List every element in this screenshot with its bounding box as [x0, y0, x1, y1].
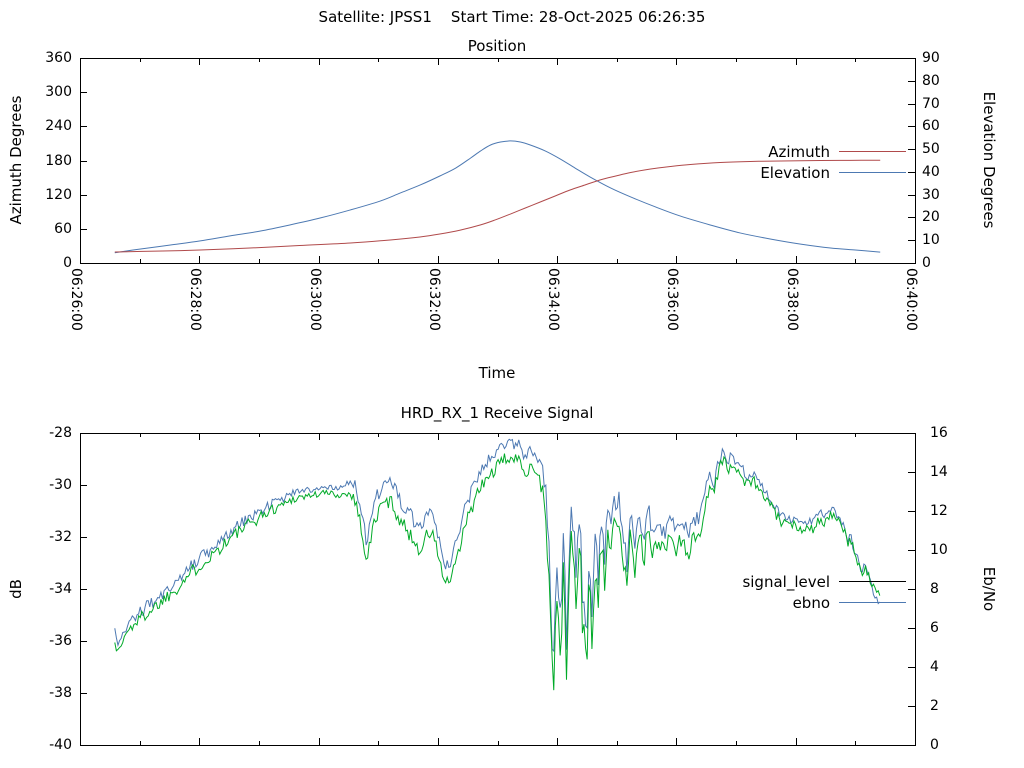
- chart1-y2-tick-label: 80: [922, 72, 940, 89]
- chart2-ticks: [80, 433, 916, 746]
- chart1-x-tick-label: 06:38:00: [783, 268, 800, 331]
- chart1-x-tick-label: 06:34:00: [545, 268, 562, 331]
- chart1-y2-axis-label: Elevation Degrees: [980, 91, 998, 229]
- chart2-y2-tick-label: 0: [930, 737, 939, 753]
- chart1-x-tick-label: 06:36:00: [664, 268, 681, 331]
- chart1-x-tick-label: 06:40:00: [903, 268, 919, 331]
- chart1-x-tick-label: 06:30:00: [306, 268, 323, 331]
- chart2-y1-axis-label: dB: [7, 579, 25, 599]
- chart1-y1-tick-label: 180: [45, 152, 72, 169]
- chart2-y1-tick-label: -38: [49, 685, 72, 701]
- chart1-y2-tick-label: 90: [922, 50, 940, 66]
- chart1-y2-tick-label: 10: [922, 232, 940, 249]
- chart1-y1-tick-label: 120: [45, 186, 72, 203]
- chart2-y2-tick-label: 4: [930, 659, 939, 675]
- chart1-y2-tick-label: 50: [922, 141, 940, 158]
- chart1-y1-axis-label: Azimuth Degrees: [7, 95, 25, 225]
- chart1-title: Position: [467, 37, 527, 55]
- chart2-y1-tick-label: -28: [49, 425, 72, 441]
- chart2-y1-tick-label: -36: [49, 633, 72, 649]
- series-azimuth-line: [114, 159, 881, 253]
- chart1-y2-tick-label: 60: [922, 118, 940, 135]
- chart1-y2-tick-label: 30: [922, 186, 940, 203]
- chart1-y1-tick-label: 0: [63, 255, 72, 271]
- chart2-y2-tick-label: 12: [930, 503, 948, 519]
- legend-azimuth-label: Azimuth: [768, 143, 830, 161]
- chart2-y2-tick-label: 2: [930, 698, 939, 714]
- legend-elevation-label: Elevation: [760, 164, 830, 182]
- chart1-x-tick-label: 06:26:00: [68, 268, 84, 331]
- chart2-y1-tick-label: -32: [49, 529, 72, 545]
- legend-ebno-label: ebno: [792, 594, 830, 612]
- chart1-y2-tick-label: 20: [922, 209, 940, 226]
- chart2-y2-tick-label: 14: [930, 464, 948, 480]
- main-title: Satellite: JPSS1 Start Time: 28-Oct-2025…: [318, 8, 706, 26]
- chart1-x-axis-label: Time: [478, 364, 516, 382]
- chart2-y2-tick-label: 10: [930, 542, 948, 558]
- chart1-y1-tick-label: 300: [45, 84, 72, 101]
- legend-signal-level-label: signal_level: [742, 573, 830, 591]
- series-ebno-line: [114, 438, 881, 653]
- chart1-ticks: [80, 58, 916, 264]
- chart2-y2-axis-label: Eb/No: [980, 566, 998, 612]
- chart2-y2-tick-label: 6: [930, 620, 939, 636]
- series-signal_level-line: [114, 453, 881, 691]
- chart1-x-tick-label: 06:32:00: [425, 268, 442, 331]
- chart2-y1-tick-label: -40: [49, 737, 72, 753]
- series-elevation-line: [114, 140, 881, 254]
- chart2-y1-tick-label: -34: [49, 581, 72, 597]
- chart2-y1-tick-label: -30: [49, 477, 72, 493]
- chart1-y2-tick-label: 70: [922, 95, 940, 112]
- chart2-title: HRD_RX_1 Receive Signal: [400, 404, 594, 422]
- chart1-x-tick-label: 06:28:00: [187, 268, 204, 331]
- chart1-y1-tick-label: 240: [45, 118, 72, 135]
- chart1-y2-tick-label: 0: [922, 255, 931, 271]
- chart2-y2-tick-label: 8: [930, 581, 939, 597]
- chart2-y2-tick-label: 16: [930, 425, 948, 441]
- chart1-y2-tick-label: 40: [922, 163, 940, 180]
- chart1-y1-tick-label: 60: [54, 220, 72, 237]
- chart1-y1-tick-label: 360: [45, 50, 72, 66]
